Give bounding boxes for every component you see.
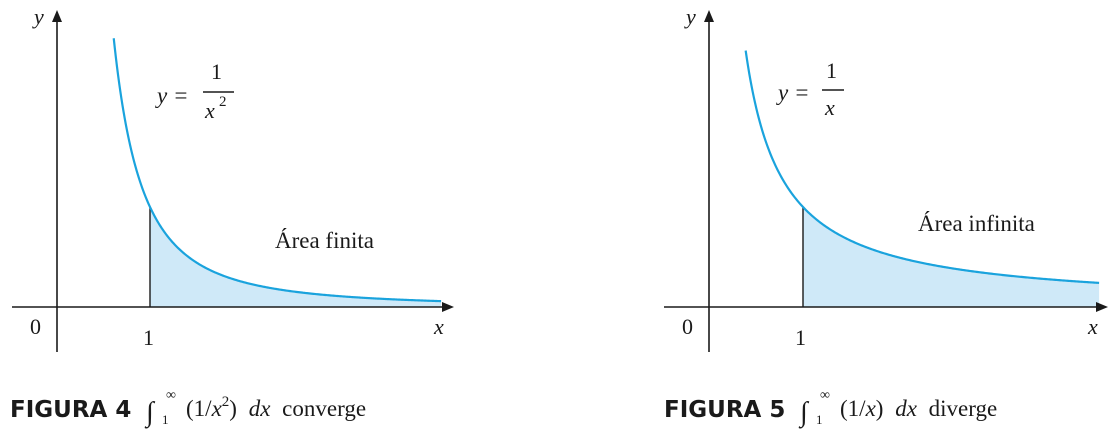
region-label: Área finita <box>275 228 374 253</box>
x-axis-arrow-icon <box>1096 302 1108 312</box>
equation-lhs: y = <box>776 80 809 105</box>
integral-upper-limit: ∞ <box>820 388 830 403</box>
integral-upper-limit: ∞ <box>166 388 176 403</box>
caption-dx: dx <box>895 396 918 421</box>
tick-label-one: 1 <box>143 325 154 350</box>
caption-figure-number: FIGURA 5 <box>664 397 785 423</box>
equation-lhs: y = <box>155 83 188 108</box>
integrand-variable: x <box>211 396 223 421</box>
panel-inverse-square: y x 0 1 y = 1 x 2 Área finita FIGURA 4 ∫… <box>10 4 454 429</box>
figure-caption: FIGURA 4 ∫ ∞ 1 (1/x2) dx converge <box>10 388 366 429</box>
integrand-prefix: (1/ <box>186 396 212 421</box>
panel-reciprocal: y x 0 1 y = 1 x Área infinita FIGURA 5 ∫… <box>664 4 1108 429</box>
equation-numerator: 1 <box>826 58 837 83</box>
y-axis-label: y <box>684 4 696 29</box>
integrand-variable: x <box>865 396 877 421</box>
integrand-prefix: (1/ <box>840 396 866 421</box>
curve-equation-label: y = 1 x <box>776 58 844 120</box>
integrand-exponent: 2 <box>222 394 230 410</box>
shaded-area-infinite <box>803 207 1100 307</box>
shaded-area-finite <box>150 207 442 307</box>
svg-text:(1/x) dx diver: (1/x) dx diverge <box>840 396 997 421</box>
caption-figure-number: FIGURA 4 <box>10 397 131 423</box>
equation-denominator: x <box>824 95 835 120</box>
integrand-suffix: ) <box>229 396 237 421</box>
y-axis-arrow-icon <box>52 10 62 22</box>
integral-lower-limit: 1 <box>162 412 169 427</box>
caption-verdict: diverge <box>929 396 998 421</box>
equation-denominator-exponent: 2 <box>219 94 227 110</box>
y-axis-arrow-icon <box>704 10 714 22</box>
tick-label-one: 1 <box>795 325 806 350</box>
integrand-suffix: ) <box>876 396 884 421</box>
caption-verdict: converge <box>282 396 366 421</box>
svg-text:(1/x2) dx conv: (1/x2) dx converge <box>186 394 366 421</box>
equation-denominator-base: x <box>204 98 215 123</box>
x-axis-arrow-icon <box>442 302 454 312</box>
curve-reciprocal <box>744 50 1100 284</box>
caption-dx: dx <box>249 396 272 421</box>
integral-sign-icon: ∫ <box>144 397 156 429</box>
equation-numerator: 1 <box>211 59 222 84</box>
integral-sign-icon: ∫ <box>798 397 810 429</box>
curve-inverse-square <box>112 38 442 303</box>
y-axis-label: y <box>32 4 44 29</box>
x-axis-label: x <box>1087 314 1098 339</box>
integral-lower-limit: 1 <box>816 412 823 427</box>
origin-label: 0 <box>682 314 693 339</box>
region-label: Área infinita <box>918 211 1035 236</box>
x-axis-label: x <box>433 314 444 339</box>
origin-label: 0 <box>30 314 41 339</box>
curve-equation-label: y = 1 x 2 <box>155 59 234 123</box>
figure-caption: FIGURA 5 ∫ ∞ 1 (1/x) dx diverge <box>664 388 997 429</box>
